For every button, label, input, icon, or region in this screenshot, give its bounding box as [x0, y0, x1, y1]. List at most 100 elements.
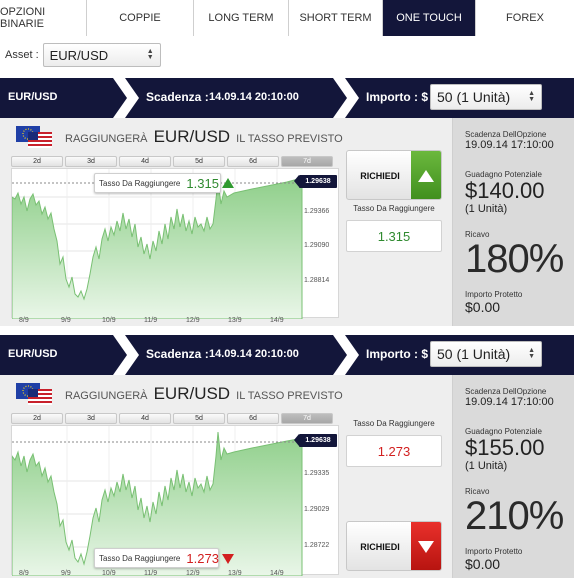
asset-select[interactable]: EUR/USD ▲ ▼: [42, 43, 161, 67]
target-rate-bubble: Tasso Da Raggiungere 1.273: [94, 548, 219, 568]
y-axis-label: 1.29090: [304, 242, 330, 249]
chevron-right-icon: [113, 78, 139, 118]
period-6d[interactable]: 6d: [227, 156, 279, 167]
amount-label: Importo : $: [366, 347, 428, 361]
protected-value: $0.00: [465, 299, 501, 315]
arrow-down-icon: [418, 541, 434, 553]
return-label: Ricavo: [465, 487, 490, 496]
target-rate-label: Tasso Da Raggiungere: [99, 178, 181, 188]
header-pair: EUR/USD: [8, 91, 58, 103]
y-axis-label: 1.28814: [304, 277, 330, 284]
period-3d[interactable]: 3d: [65, 156, 117, 167]
x-axis-label: 10/9: [102, 317, 116, 324]
period-4d[interactable]: 4d: [119, 156, 171, 167]
x-axis-label: 9/9: [61, 317, 71, 324]
arrow-up-icon: [222, 178, 234, 188]
potential-gain-value: $155.00: [465, 435, 545, 460]
request-up-button[interactable]: RICHIEDI: [346, 150, 442, 200]
period-selector: 2d 3d 4d 5d 6d 7d: [11, 413, 335, 424]
chevron-right-icon: [333, 78, 359, 118]
period-7d[interactable]: 7d: [281, 156, 333, 167]
target-card-value: 1.273: [346, 435, 442, 467]
return-value: 180%: [465, 237, 564, 281]
amount-select[interactable]: 50 (1 Unità) ▲ ▼: [430, 341, 542, 367]
y-axis-label: 1.29366: [304, 208, 330, 215]
y-axis-label: 1.29335: [304, 470, 330, 477]
expiry-value: 14.09.14 20:10:00: [209, 91, 299, 103]
current-price-tag: 1.29638: [294, 434, 337, 447]
option-panel-down: EUR/USD Scadenza : 14.09.14 20:10:00 Imp…: [0, 335, 574, 578]
target-rate-card: Tasso Da Raggiungere 1.273: [346, 419, 442, 467]
panel-header: EUR/USD Scadenza : 14.09.14 20:10:00 Imp…: [0, 78, 574, 118]
period-6d[interactable]: 6d: [227, 413, 279, 424]
potential-gain-label: Guadagno Potenziale: [465, 427, 542, 436]
asset-row: Asset : EUR/USD ▲ ▼: [0, 42, 161, 68]
potential-gain: Guadagno Potenziale $155.00 (1 Unità): [465, 427, 573, 472]
x-axis-label: 8/9: [19, 317, 29, 324]
reach-prefix: RAGGIUNGERÀ: [65, 133, 148, 145]
panel-header: EUR/USD Scadenza : 14.09.14 20:10:00 Imp…: [0, 335, 574, 381]
request-button-label: RICHIEDI: [360, 542, 400, 552]
tab-coppie[interactable]: COPPIE: [87, 0, 194, 36]
protected-value: $0.00: [465, 556, 501, 572]
potential-gain-units: (1 Unità): [465, 460, 508, 472]
price-chart-svg: [12, 169, 303, 319]
x-axis-label: 12/9: [186, 317, 200, 324]
period-5d[interactable]: 5d: [173, 413, 225, 424]
amount-select[interactable]: 50 (1 Unità) ▲ ▼: [430, 84, 542, 110]
target-card-label: Tasso Da Raggiungere: [353, 419, 435, 428]
period-2d[interactable]: 2d: [11, 156, 63, 167]
option-expiry-label: Scadenza DellOpzione: [465, 387, 547, 396]
chevron-right-icon: [113, 335, 139, 375]
eur-usd-flag-icon: [16, 126, 52, 148]
option-expiry-value: 19.09.14 17:10:00: [465, 139, 554, 151]
price-chart: Tasso Da Raggiungere 1.273 1.29638 1.293…: [11, 425, 339, 576]
asset-select-value: EUR/USD: [49, 47, 109, 63]
tab-one-touch[interactable]: ONE TOUCH: [383, 0, 476, 36]
reach-pair: EUR/USD: [153, 384, 231, 403]
protected-amount: Importo Protetto $0.00: [465, 547, 573, 572]
x-axis-label: 14/9: [270, 570, 284, 577]
target-rate-card: Tasso Da Raggiungere 1.315: [346, 204, 442, 252]
amount-label: Importo : $: [366, 90, 428, 104]
reach-suffix: IL TASSO PREVISTO: [236, 390, 343, 402]
period-4d[interactable]: 4d: [119, 413, 171, 424]
protected-label: Importo Protetto: [465, 290, 523, 299]
target-rate-value: 1.315: [186, 175, 219, 191]
x-axis-label: 12/9: [186, 570, 200, 577]
tab-forex[interactable]: FOREX: [476, 0, 574, 36]
x-axis-label: 11/9: [144, 570, 158, 577]
request-down-button[interactable]: RICHIEDI: [346, 521, 442, 571]
protected-label: Importo Protetto: [465, 547, 523, 556]
period-7d[interactable]: 7d: [281, 413, 333, 424]
request-button-label: RICHIEDI: [360, 171, 400, 181]
period-2d[interactable]: 2d: [11, 413, 63, 424]
period-5d[interactable]: 5d: [173, 156, 225, 167]
reach-title: RAGGIUNGERÀ EUR/USD IL TASSO PREVISTO: [65, 127, 343, 147]
potential-gain-value: $140.00: [465, 178, 545, 203]
x-axis-label: 8/9: [19, 570, 29, 577]
header-pair: EUR/USD: [8, 348, 58, 360]
potential-gain-label: Guadagno Potenziale: [465, 170, 542, 179]
period-selector: 2d 3d 4d 5d 6d 7d: [11, 156, 335, 167]
amount-select-value: 50 (1 Unità): [437, 346, 511, 362]
option-expiry: Scadenza DellOpzione 19.09.14 17:10:00: [465, 130, 573, 151]
x-axis-label: 10/9: [102, 570, 116, 577]
period-3d[interactable]: 3d: [65, 413, 117, 424]
tab-short-term[interactable]: SHORT TERM: [289, 0, 383, 36]
tab-long-term[interactable]: LONG TERM: [194, 0, 289, 36]
option-panel-up: EUR/USD Scadenza : 14.09.14 20:10:00 Imp…: [0, 78, 574, 326]
request-down-arrow: [411, 522, 441, 570]
panel-body: RAGGIUNGERÀ EUR/USD IL TASSO PREVISTO 2d…: [0, 375, 574, 578]
x-axis-label: 11/9: [144, 317, 158, 324]
x-axis-label: 13/9: [228, 317, 242, 324]
chart-pane: RAGGIUNGERÀ EUR/USD IL TASSO PREVISTO 2d…: [0, 375, 452, 578]
y-axis-label: 1.29029: [304, 506, 330, 513]
chart-pane: RAGGIUNGERÀ EUR/USD IL TASSO PREVISTO 2d…: [0, 118, 452, 326]
amount-select-value: 50 (1 Unità): [437, 89, 511, 105]
tab-opzioni-binarie[interactable]: OPZIONI BINARIE: [0, 0, 87, 36]
return-rate: Ricavo 180%: [465, 230, 573, 279]
option-expiry-label: Scadenza DellOpzione: [465, 130, 547, 139]
chevron-right-icon: [333, 335, 359, 375]
asset-label: Asset :: [5, 49, 39, 61]
